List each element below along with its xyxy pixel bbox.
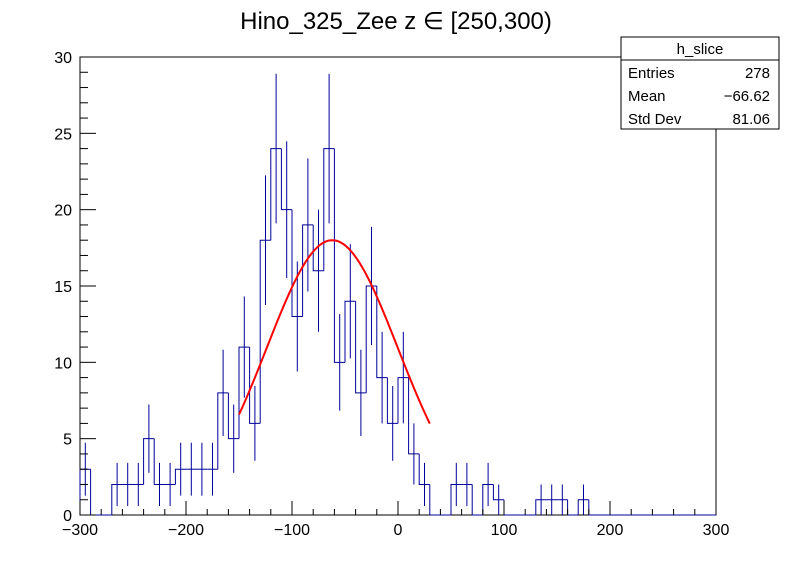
histogram-bin	[365, 285, 377, 393]
histogram-bin	[111, 483, 123, 515]
y-tick-label: 30	[54, 50, 72, 67]
stats-mean-value: −66.62	[724, 88, 770, 105]
gaussian-fit	[238, 239, 431, 425]
x-tick-label: 0	[394, 522, 403, 539]
histogram-bin	[471, 484, 483, 516]
histogram-bin	[376, 286, 388, 379]
stats-stddev-label: Std Dev	[628, 111, 682, 128]
histogram-bin	[355, 301, 367, 394]
histogram-bin	[280, 148, 292, 211]
chart-title: Hino_325_Zee z ∈ [250,300)	[240, 8, 552, 35]
histogram-bin	[429, 484, 441, 516]
histogram-bin	[249, 347, 261, 424]
stats-box-title: h_slice	[677, 41, 724, 58]
histogram-bin	[217, 392, 229, 470]
histogram-bin	[323, 148, 335, 271]
fit-curve	[238, 239, 431, 425]
y-tick-label: 0	[63, 508, 72, 525]
histogram-bin	[482, 483, 494, 515]
histogram-bin	[302, 224, 314, 317]
stats-entries-label: Entries	[628, 65, 675, 82]
histogram-bin	[450, 483, 462, 515]
histogram-bin	[333, 148, 345, 363]
histogram-bin	[270, 148, 282, 241]
x-tick-label: 300	[703, 522, 730, 539]
histogram-bin	[291, 209, 303, 318]
histogram-bin	[238, 346, 250, 439]
stats-entries-value: 278	[745, 65, 770, 82]
histogram-bin	[153, 438, 165, 485]
histogram-bin	[143, 438, 155, 485]
histogram-bin	[227, 392, 239, 440]
x-tick-label: −300	[62, 522, 98, 539]
stats-box-frame	[620, 36, 780, 130]
histogram-bin	[386, 377, 398, 424]
stats-mean-label: Mean	[628, 88, 666, 105]
x-tick-label: 200	[597, 522, 624, 539]
histogram-bin	[418, 453, 430, 485]
stats-stddev-value: 81.06	[732, 111, 770, 128]
axes: −300 −200 −100 0 100 200 300 0 5 10 15 20 25 30	[54, 50, 729, 539]
histogram-bin	[577, 499, 589, 515]
histogram-bin	[397, 377, 409, 424]
histogram-bin	[492, 484, 504, 501]
x-tick-label: −100	[274, 522, 310, 539]
histogram-bin	[344, 300, 356, 363]
y-tick-label: 5	[63, 432, 72, 449]
y-tick-label: 10	[54, 355, 72, 372]
histogram-bin	[535, 499, 547, 515]
x-tick-label: −200	[168, 522, 204, 539]
y-tick-label: 15	[54, 279, 72, 296]
histogram-bin	[312, 224, 324, 272]
x-tick-label: 100	[491, 522, 518, 539]
histogram-bin	[174, 468, 186, 485]
y-tick-label: 20	[54, 203, 72, 220]
stats-box: h_slice Entries 278 Mean −66.62 Std Dev …	[620, 36, 780, 130]
histogram-bin	[408, 377, 420, 455]
y-tick-label: 25	[54, 126, 72, 143]
